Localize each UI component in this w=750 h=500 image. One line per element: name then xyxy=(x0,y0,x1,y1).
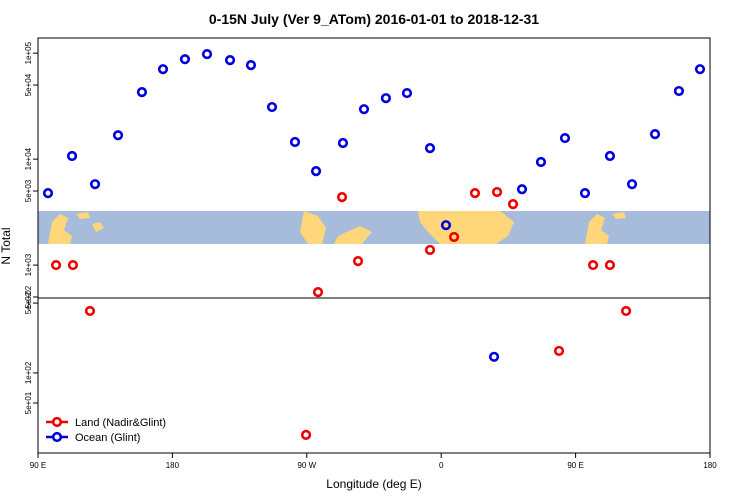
x-tick-label: 180 xyxy=(166,461,180,470)
point xyxy=(448,231,460,243)
chart-title: 0-15N July (Ver 9_ATom) 2016-01-01 to 20… xyxy=(209,11,539,27)
point xyxy=(469,187,481,199)
point xyxy=(649,129,661,140)
x-tick-label: 90 W xyxy=(297,461,316,470)
point xyxy=(535,156,547,168)
point xyxy=(42,187,54,199)
point xyxy=(559,132,571,144)
y-axis-label: N Total xyxy=(0,227,13,264)
point xyxy=(337,137,349,149)
point xyxy=(553,345,565,357)
point xyxy=(336,192,348,203)
point xyxy=(440,220,452,231)
x-tick-label: 90 E xyxy=(567,461,583,470)
y-tick-label: 1e+04 xyxy=(24,147,33,170)
y-tick-label: 5e+02 xyxy=(24,291,33,314)
point xyxy=(312,286,324,298)
legend-label: Ocean (Glint) xyxy=(75,432,140,444)
y-tick-label: 5e+02 xyxy=(24,285,33,308)
point xyxy=(50,259,62,271)
point xyxy=(401,87,413,99)
point xyxy=(424,143,436,154)
point xyxy=(424,244,436,256)
point xyxy=(67,259,79,271)
point xyxy=(604,259,616,271)
point xyxy=(620,305,632,317)
point xyxy=(358,104,370,115)
point xyxy=(112,130,124,141)
x-axis-label: Longitude (deg E) xyxy=(326,477,421,491)
point xyxy=(579,187,591,199)
y-tick-label: 1e+05 xyxy=(24,41,33,64)
point xyxy=(157,64,169,75)
point xyxy=(201,48,213,60)
point xyxy=(673,85,685,97)
point xyxy=(516,184,528,195)
point xyxy=(380,93,392,104)
point xyxy=(694,64,706,75)
map-strip xyxy=(38,211,710,244)
y-tick-label: 5e+03 xyxy=(24,179,33,202)
legend-label: Land (Nadir&Glint) xyxy=(75,417,166,429)
point xyxy=(136,86,148,98)
legend-marker xyxy=(51,416,63,428)
x-tick-label: 90 E xyxy=(30,461,46,470)
point xyxy=(266,101,278,113)
y-tick-label: 5e+01 xyxy=(24,391,33,414)
point xyxy=(179,54,191,65)
point xyxy=(626,179,638,190)
y-tick-label: 1e+03 xyxy=(24,253,33,276)
point xyxy=(507,199,519,210)
point xyxy=(89,179,101,190)
point xyxy=(604,150,616,162)
x-tick-label: 0 xyxy=(439,461,444,470)
legend-marker xyxy=(51,431,63,443)
point xyxy=(587,259,599,271)
y-tick-label: 5e+04 xyxy=(24,73,33,96)
point xyxy=(289,136,301,148)
point xyxy=(66,150,78,162)
y-tick-label: 1e+02 xyxy=(24,361,33,384)
point xyxy=(310,166,322,177)
plot-frame xyxy=(37,37,711,454)
x-tick-label: 180 xyxy=(703,461,717,470)
point xyxy=(84,305,96,317)
point xyxy=(352,256,364,267)
point xyxy=(245,60,257,71)
point xyxy=(488,351,500,362)
point xyxy=(491,186,503,198)
point xyxy=(224,55,236,66)
point xyxy=(300,429,312,440)
